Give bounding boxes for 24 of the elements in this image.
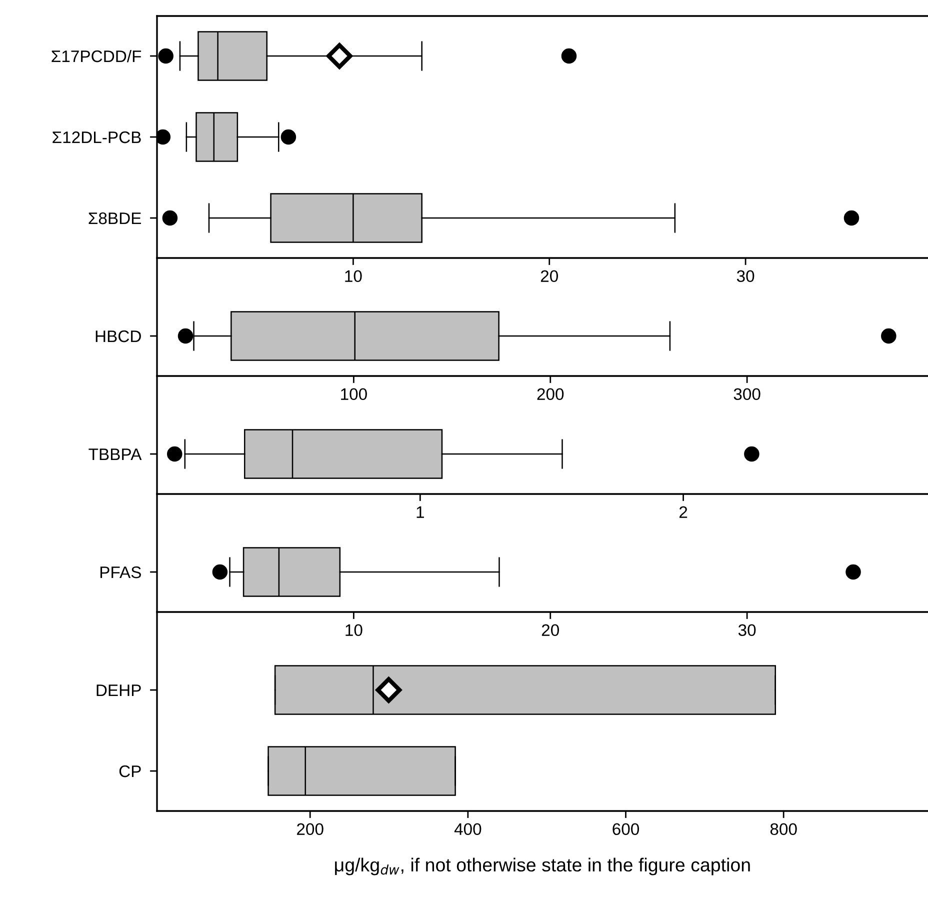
x-tick-label: 20 <box>542 624 559 636</box>
y-tick-label: Σ8BDE <box>88 212 142 224</box>
x-axis-title: μg/kg$_{dw}$, if not otherwise state in the figure caption <box>335 858 750 876</box>
x-tick-label: 400 <box>454 823 482 836</box>
x-tick-label: 200 <box>297 823 324 836</box>
y-tick-label: DEHP <box>96 684 141 696</box>
y-tick-label: Σ17PCDD/F <box>52 50 142 62</box>
y-tick-label: Σ12DL-PCB <box>52 131 141 144</box>
x-tick-label: 1 <box>416 506 424 518</box>
y-tick-label: HBCD <box>96 330 141 342</box>
x-tick-label: 2 <box>679 506 688 518</box>
y-tick-label: TBBPA <box>88 448 142 460</box>
x-tick-label: 200 <box>537 388 564 400</box>
x-tick-label: 10 <box>346 624 362 636</box>
x-tick-label: 100 <box>341 388 367 400</box>
y-tick-label: PFAS <box>100 566 141 578</box>
x-tick-label: 30 <box>738 624 756 636</box>
x-tick-label: 300 <box>734 388 760 400</box>
x-tick-label: 10 <box>345 270 362 282</box>
x-tick-label: 30 <box>736 270 754 282</box>
x-tick-label: 600 <box>612 823 640 836</box>
x-tick-label: 20 <box>540 270 558 282</box>
x-tick-label: 800 <box>770 823 797 836</box>
y-tick-label: CP <box>119 765 141 778</box>
